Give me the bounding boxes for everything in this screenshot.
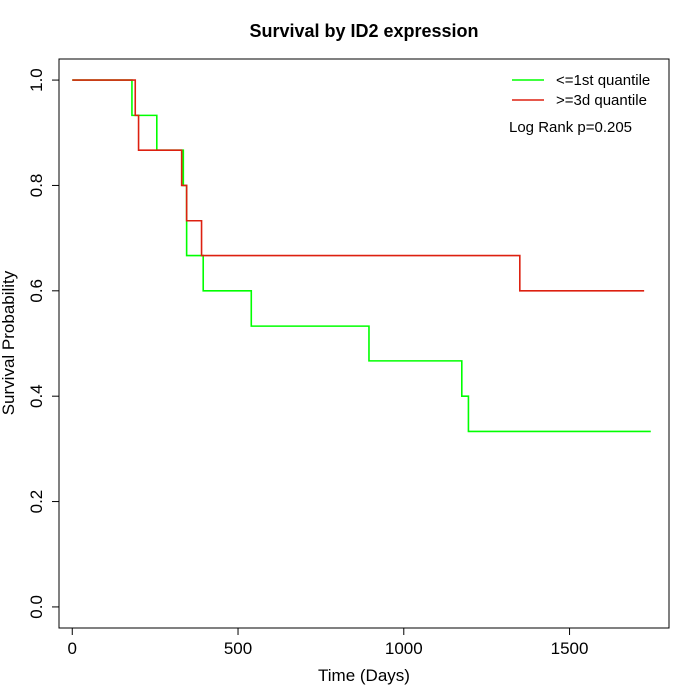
x-tick-label: 1500 [551,639,589,658]
y-tick-label: 0.4 [27,384,46,408]
plot-frame [58,58,670,629]
y-axis: 0.0 0.2 0.4 0.6 0.8 1.0 [27,68,60,619]
y-tick-label: 0.0 [27,595,46,619]
series-layer [72,79,651,433]
x-tick-label: 500 [224,639,252,658]
log-rank-annotation: Log Rank p=0.205 [509,119,632,136]
x-tick-label: 1000 [385,639,423,658]
x-axis-label: Time (Days) [318,666,410,685]
y-tick-label: 0.6 [27,279,46,303]
y-tick-label: 0.2 [27,490,46,514]
y-axis-label: Survival Probability [0,270,18,415]
x-tick-label: 0 [68,639,77,658]
chart-title: Survival by ID2 expression [249,21,478,41]
legend-label: >=3d quantile [556,92,647,109]
series-line-0 [72,79,651,433]
legend: <=1st quantile >=3d quantile [512,72,650,109]
x-axis: 0 500 1000 1500 [68,627,589,658]
y-tick-label: 0.8 [27,174,46,198]
legend-label: <=1st quantile [556,72,650,89]
series-line-1 [72,79,645,292]
y-tick-label: 1.0 [27,68,46,92]
